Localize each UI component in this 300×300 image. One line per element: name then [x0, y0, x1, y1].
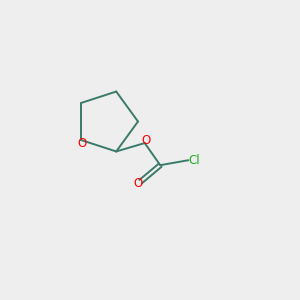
Text: Cl: Cl: [188, 154, 200, 167]
Text: O: O: [141, 134, 151, 147]
Text: O: O: [77, 136, 86, 149]
Text: O: O: [133, 177, 142, 190]
